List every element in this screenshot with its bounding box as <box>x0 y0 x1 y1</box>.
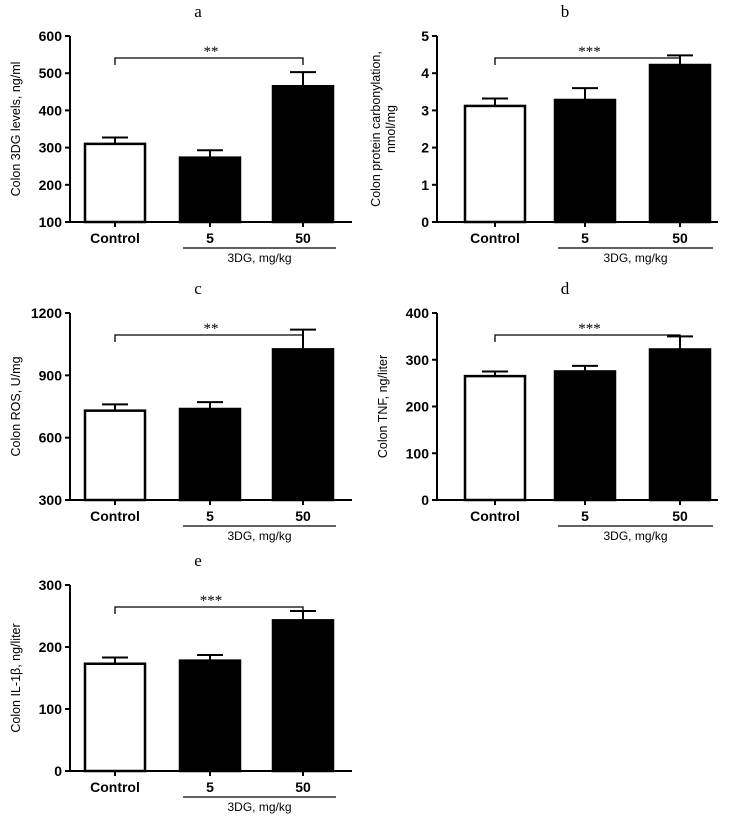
group-label: 3DG, mg/kg <box>603 251 667 265</box>
y-tick-label: 600 <box>39 430 63 446</box>
y-tick-label: 200 <box>39 639 63 655</box>
y-tick-label: 1200 <box>31 305 62 321</box>
y-tick-label: 100 <box>39 701 63 717</box>
panel-label: b <box>561 2 570 21</box>
y-axis-label: Colon protein carbonylation, <box>369 51 383 207</box>
y-tick-label: 4 <box>421 65 429 81</box>
x-tick-label: Control <box>90 230 140 246</box>
x-tick-label: 50 <box>672 230 688 246</box>
x-tick-label: 50 <box>295 779 311 795</box>
bar-5 <box>178 407 242 502</box>
y-tick-label: 100 <box>406 445 430 461</box>
y-tick-label: 3 <box>421 102 429 118</box>
x-tick-label: Control <box>470 508 520 524</box>
significance-label: *** <box>578 44 601 60</box>
bar-50 <box>271 619 335 773</box>
bar-Control <box>463 104 527 224</box>
panel-b: b 0 1 2 3 4 5 Colon protein carbonylation, nmol/… <box>369 2 718 265</box>
panel-a: a 100 200 300 400 500 600 Colon 3DG levels, ng/… <box>9 2 352 265</box>
significance-bracket <box>114 334 304 342</box>
significance-label: *** <box>578 321 601 337</box>
y-tick-label: 1 <box>421 177 429 193</box>
bar-Control <box>83 662 147 773</box>
group-label: 3DG, mg/kg <box>227 529 291 543</box>
x-tick-label: 50 <box>295 230 311 246</box>
x-tick-label: 5 <box>206 508 214 524</box>
significance-bracket <box>114 606 304 614</box>
bar-5 <box>178 659 242 773</box>
bar-Control <box>463 374 527 502</box>
bar-50 <box>648 63 712 224</box>
y-tick-label: 0 <box>421 214 429 230</box>
significance-label: ** <box>204 321 219 337</box>
y-axis-label: Colon IL-1β, ng/liter <box>9 623 23 732</box>
y-axis-label: nmol/mg <box>384 105 398 153</box>
bar-50 <box>271 84 335 224</box>
significance-bracket <box>114 57 304 65</box>
group-label: 3DG, mg/kg <box>227 800 291 814</box>
bar-Control <box>83 409 147 502</box>
group-label: 3DG, mg/kg <box>227 251 291 265</box>
x-tick-label: Control <box>470 230 520 246</box>
x-tick-label: 5 <box>206 779 214 795</box>
y-tick-label: 0 <box>54 763 62 779</box>
x-tick-label: Control <box>90 779 140 795</box>
panel-label: e <box>194 551 202 570</box>
x-tick-label: 5 <box>581 230 589 246</box>
y-tick-label: 200 <box>39 177 63 193</box>
significance-label: ** <box>204 44 219 60</box>
significance-bracket <box>494 334 681 342</box>
bar-50 <box>648 348 712 502</box>
y-tick-label: 900 <box>39 367 63 383</box>
y-tick-label: 400 <box>39 102 63 118</box>
x-tick-label: 5 <box>581 508 589 524</box>
bar-5 <box>553 98 617 224</box>
significance-label: *** <box>200 593 223 609</box>
y-tick-label: 5 <box>421 28 429 44</box>
panel-label: c <box>194 279 202 298</box>
y-tick-label: 300 <box>406 352 430 368</box>
y-tick-label: 200 <box>406 399 430 415</box>
y-axis-label: Colon 3DG levels, ng/ml <box>9 62 23 197</box>
y-axis-label: Colon ROS, U/mg <box>9 356 23 456</box>
y-tick-label: 400 <box>406 305 430 321</box>
bar-5 <box>553 370 617 502</box>
y-tick-label: 300 <box>39 140 63 156</box>
x-tick-label: 50 <box>672 508 688 524</box>
bar-50 <box>271 348 335 502</box>
bar-5 <box>178 156 242 224</box>
panel-e: e 0 100 200 300 Colon IL-1β, ng/liter Control 5… <box>9 551 352 814</box>
panel-label: d <box>561 279 570 298</box>
y-tick-label: 2 <box>421 140 429 156</box>
panel-label: a <box>194 2 202 21</box>
group-label: 3DG, mg/kg <box>603 529 667 543</box>
y-tick-label: 600 <box>39 28 63 44</box>
x-tick-label: Control <box>90 508 140 524</box>
y-tick-label: 100 <box>39 214 63 230</box>
y-tick-label: 300 <box>39 577 63 593</box>
x-tick-label: 5 <box>206 230 214 246</box>
y-tick-label: 500 <box>39 65 63 81</box>
y-axis-label: Colon TNF, ng/liter <box>376 355 390 458</box>
y-tick-label: 300 <box>39 492 63 508</box>
panel-d: d 0 100 200 300 400 Colon TNF, ng/liter Control… <box>376 279 718 543</box>
significance-bracket <box>494 57 681 65</box>
x-tick-label: 50 <box>295 508 311 524</box>
bar-Control <box>83 142 147 224</box>
panel-c: c 300 600 900 1200 Colon ROS, U/mg Control 5 50 3… <box>9 279 352 543</box>
y-tick-label: 0 <box>421 492 429 508</box>
